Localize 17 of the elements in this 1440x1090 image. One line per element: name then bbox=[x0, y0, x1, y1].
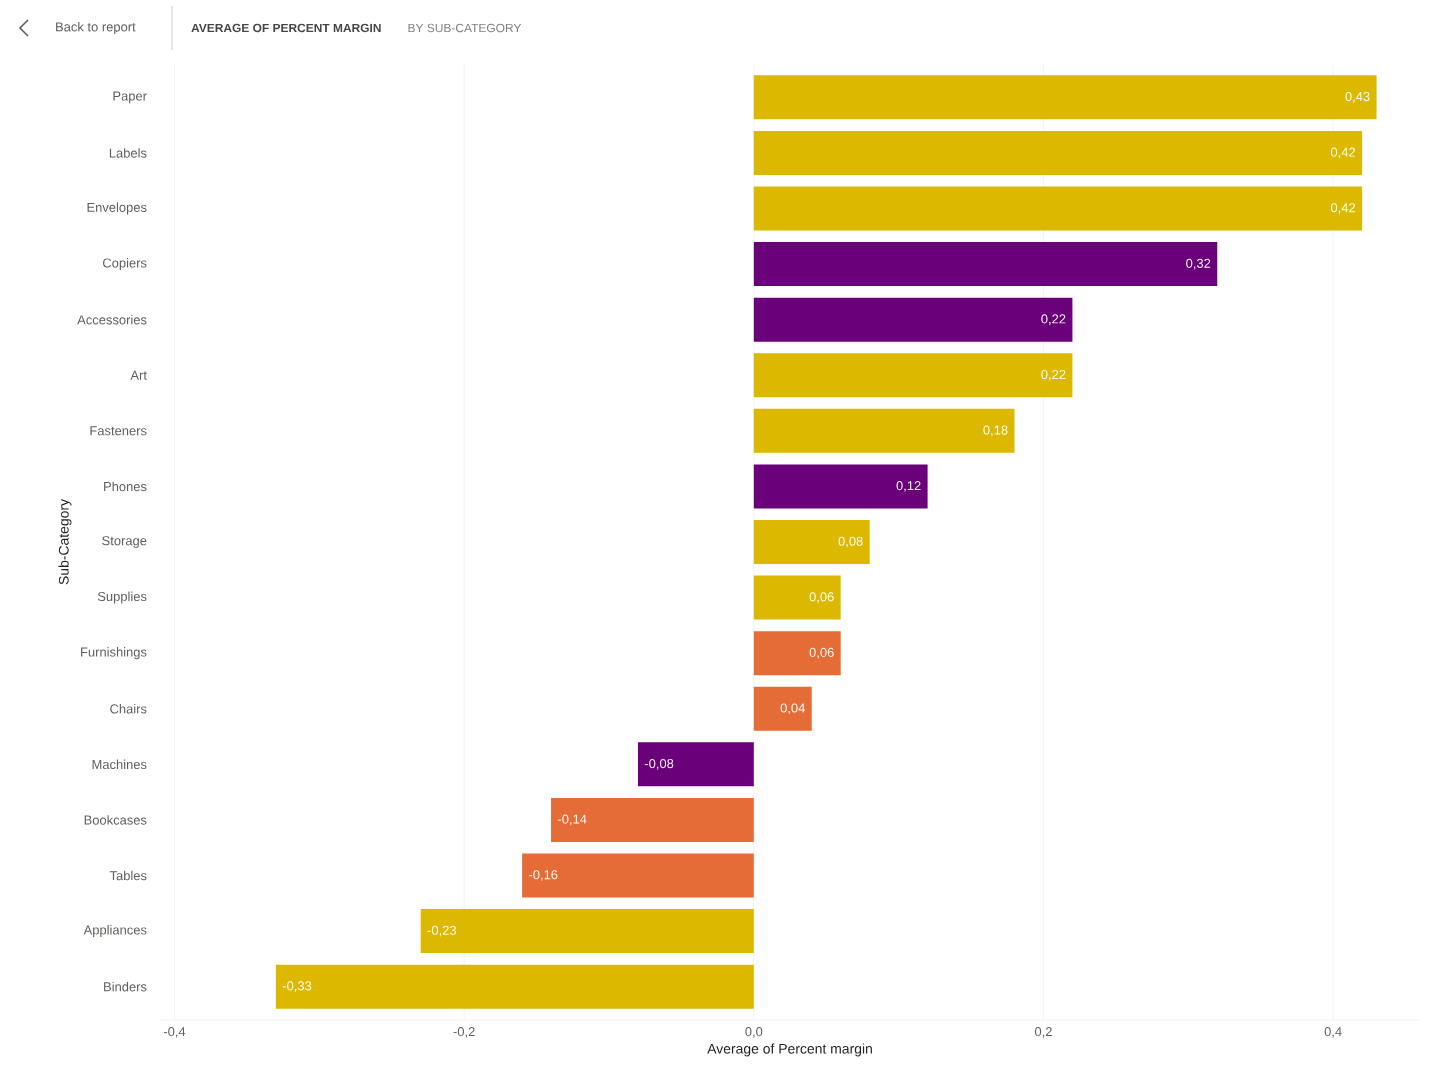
bar bbox=[420, 909, 754, 954]
bar bbox=[753, 519, 870, 564]
bar bbox=[753, 186, 1363, 231]
bar bbox=[275, 964, 754, 1009]
bar bbox=[551, 797, 754, 842]
bar bbox=[753, 686, 812, 731]
bar bbox=[522, 853, 754, 898]
bar bbox=[753, 464, 928, 509]
bar bbox=[753, 408, 1015, 453]
bar bbox=[753, 297, 1073, 342]
bar bbox=[637, 742, 754, 787]
bar bbox=[753, 575, 841, 620]
bar bbox=[753, 75, 1377, 120]
bar bbox=[753, 353, 1073, 398]
bar bbox=[753, 631, 841, 676]
bar bbox=[753, 242, 1218, 287]
bar bbox=[753, 130, 1363, 175]
